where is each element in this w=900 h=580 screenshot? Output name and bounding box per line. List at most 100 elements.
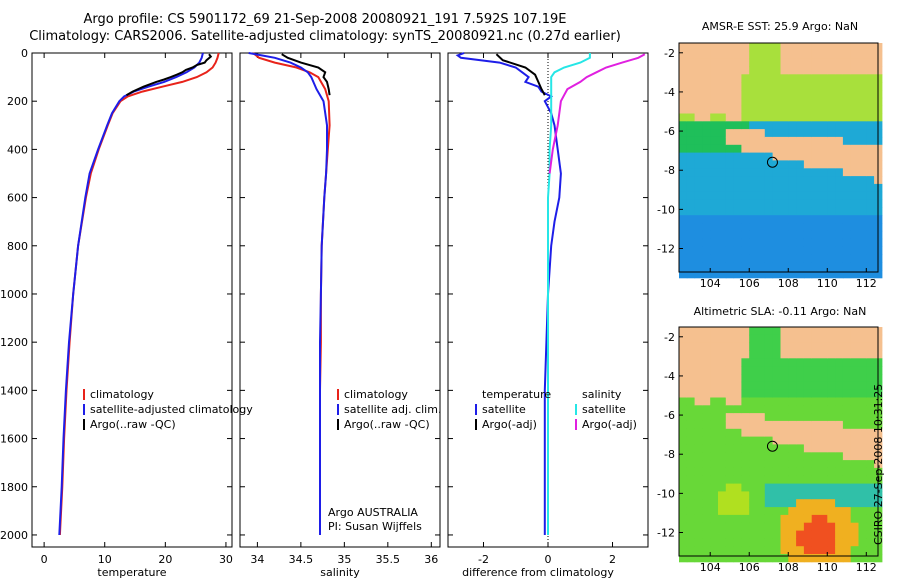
map-cell bbox=[702, 230, 711, 240]
map-cell bbox=[788, 413, 797, 422]
map-cell bbox=[694, 121, 703, 130]
map-cell bbox=[835, 444, 844, 453]
map-cell bbox=[725, 444, 735, 453]
map-cell bbox=[772, 554, 781, 563]
map-cell bbox=[858, 254, 867, 263]
map-cell bbox=[733, 522, 742, 531]
map-cell bbox=[827, 58, 836, 67]
map-cell bbox=[733, 507, 742, 516]
map-cell bbox=[694, 230, 703, 240]
map-cell bbox=[780, 405, 789, 414]
map-cell bbox=[850, 444, 859, 453]
map-cell bbox=[819, 176, 828, 185]
map-cell bbox=[741, 183, 750, 193]
map-cell bbox=[788, 381, 797, 391]
map-cell bbox=[819, 97, 828, 107]
map-cell bbox=[858, 514, 867, 524]
map-cell bbox=[858, 50, 867, 60]
map-cell bbox=[741, 491, 750, 500]
map-cell bbox=[702, 436, 711, 445]
map-cell bbox=[835, 507, 844, 516]
map-cell bbox=[702, 389, 711, 398]
map-cell bbox=[835, 420, 844, 430]
map-cell bbox=[850, 405, 859, 414]
map-cell bbox=[694, 50, 703, 60]
map-cell bbox=[835, 538, 844, 547]
map-cell bbox=[757, 538, 766, 547]
map-cell bbox=[694, 238, 703, 247]
map-cell bbox=[811, 144, 820, 154]
map-cell bbox=[788, 183, 797, 193]
map-cell bbox=[702, 199, 711, 208]
map-cell bbox=[827, 113, 836, 122]
map-cell bbox=[819, 105, 828, 114]
map-cell bbox=[772, 74, 781, 83]
map-cell bbox=[757, 90, 766, 99]
map-cell bbox=[772, 460, 781, 469]
map-cell bbox=[811, 121, 820, 130]
map-cell bbox=[827, 160, 836, 169]
map-cell bbox=[772, 152, 781, 161]
map-cell bbox=[702, 381, 711, 391]
temperature-profile-frame bbox=[31, 52, 233, 548]
map-cell bbox=[811, 381, 820, 391]
map-cell bbox=[749, 144, 758, 154]
map-cell bbox=[694, 152, 703, 161]
map-cell bbox=[686, 483, 696, 492]
map-cell bbox=[749, 270, 758, 279]
map-cell bbox=[733, 121, 742, 130]
map-cell bbox=[764, 342, 774, 351]
map-cell bbox=[858, 499, 867, 508]
map-cell bbox=[788, 262, 797, 271]
map-cell bbox=[811, 460, 820, 469]
map-cell bbox=[710, 327, 719, 336]
map-cell bbox=[679, 74, 688, 83]
map-cell bbox=[827, 215, 836, 224]
map-cell bbox=[811, 530, 820, 539]
map-cell bbox=[788, 327, 797, 336]
map-cell bbox=[757, 176, 766, 185]
map-cell bbox=[796, 381, 805, 391]
map-cell bbox=[827, 467, 836, 477]
map-cell bbox=[725, 546, 735, 555]
map-cell bbox=[694, 43, 703, 52]
map-cell bbox=[788, 366, 797, 375]
map-cell bbox=[710, 183, 719, 193]
map-cell bbox=[858, 215, 867, 224]
legend-label: Argo(..raw -QC) bbox=[90, 418, 176, 431]
map-cell bbox=[827, 66, 836, 75]
map-cell bbox=[702, 452, 711, 461]
map-cell bbox=[710, 350, 719, 359]
map-cell bbox=[842, 374, 852, 383]
map-cell bbox=[858, 121, 867, 130]
map-cell bbox=[686, 538, 696, 547]
map-cell bbox=[788, 405, 797, 414]
map-cell bbox=[811, 113, 820, 122]
map-cell bbox=[788, 58, 797, 67]
map-frame bbox=[678, 42, 879, 273]
map-cell bbox=[780, 483, 789, 492]
map-cell bbox=[741, 199, 750, 208]
map-cell bbox=[741, 144, 750, 154]
map-cell bbox=[686, 342, 696, 351]
map-cell bbox=[749, 105, 758, 114]
map-cell bbox=[718, 121, 727, 130]
map-cell bbox=[749, 191, 758, 201]
map-cell bbox=[850, 136, 859, 146]
lon-tick-label: 110 bbox=[817, 277, 838, 290]
map-cell bbox=[827, 152, 836, 161]
map-cell bbox=[796, 183, 805, 193]
map-cell bbox=[780, 538, 789, 547]
map-cell bbox=[780, 160, 789, 169]
map-cell bbox=[842, 97, 852, 107]
map-cell bbox=[757, 350, 766, 359]
map-cell bbox=[710, 82, 719, 91]
map-cell bbox=[866, 530, 875, 539]
map-cell bbox=[733, 223, 742, 232]
map-cell bbox=[710, 530, 719, 539]
map-cell bbox=[741, 262, 750, 271]
map-cell bbox=[827, 522, 836, 531]
map-cell bbox=[858, 97, 867, 107]
map-cell bbox=[866, 199, 875, 208]
map-cell bbox=[796, 389, 805, 398]
